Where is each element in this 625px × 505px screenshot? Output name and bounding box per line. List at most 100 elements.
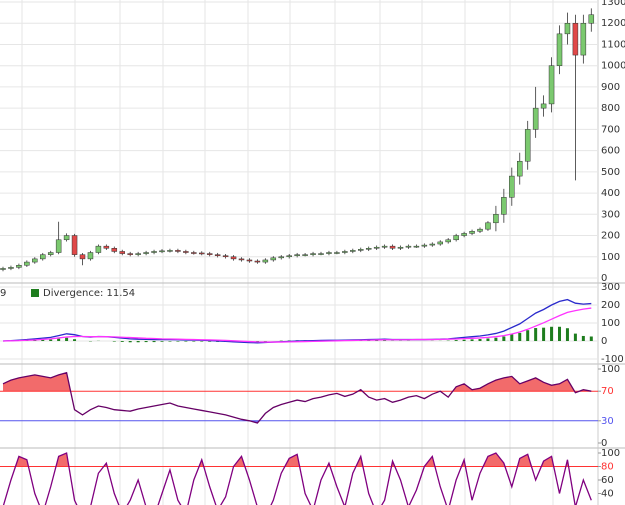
divergence-bar [375,340,379,341]
candle-body [246,259,253,262]
candle-body [588,14,595,24]
candle-body [477,228,483,232]
candle-body [95,245,102,253]
divergence-bar [57,338,61,341]
divergence-bar [152,341,156,343]
y-tick-label: 900 [601,82,620,93]
divergence-bar [558,326,561,341]
divergence-bar [526,330,530,341]
candle-body [485,222,491,230]
divergence-bar [120,341,124,342]
y-tick-label: 1000 [601,61,625,72]
divergence-bar [470,339,474,341]
candle-body [373,246,380,249]
candle-body [143,252,149,254]
candle-body [111,248,118,252]
candle-body [135,253,141,255]
divergence-bar [542,327,546,341]
y-tick-label: 200 [601,231,620,242]
candle-body [183,251,189,253]
divergence-bar [136,341,140,343]
divergence-bar [184,341,188,342]
indicator-line [2,371,592,424]
candle-body [469,231,475,234]
divergence-bar [589,336,593,341]
candle-body [238,258,245,261]
candle-body [421,244,428,247]
divergence-bar [208,341,212,342]
divergence-bar [168,341,172,342]
indicator-line [2,307,592,343]
candle-body [509,175,515,198]
candle-body [254,260,261,263]
candle-body [429,243,436,246]
candle-body [206,253,213,255]
divergence-bar [550,326,554,341]
candle-body [32,258,38,263]
divergence-bar [41,339,45,341]
candle-body [87,252,94,260]
y-tick-label: 500 [601,167,620,178]
candle-body [127,253,133,255]
divergence-bar [486,338,490,341]
legend-fragment: 9 [0,288,6,299]
y-tick-label: 70 [601,386,614,397]
y-tick-label: 300 [601,282,620,293]
divergence-bar [65,337,69,341]
divergence-bar [144,341,148,343]
candle-body [222,255,229,258]
candle-body [397,246,404,249]
candle-body [71,235,78,255]
candle-body [159,250,165,253]
candle-body [365,248,372,250]
candle-body [342,251,348,253]
divergence-bar [112,341,116,342]
candle-body [540,103,547,109]
y-tick-label: 1200 [601,18,625,29]
candle-body [532,107,539,130]
divergence-bar [73,339,77,341]
candle-body [167,250,173,252]
y-tick-label: 0 [601,438,607,449]
y-tick-label: 30 [601,416,614,427]
divergence-bar [494,337,498,341]
candle-body [334,252,340,254]
divergence-bar [502,336,506,341]
candle-body [270,257,277,261]
candle-body [8,267,14,269]
y-tick-label: 0 [601,336,607,347]
y-tick-label: 400 [601,188,620,199]
y-tick-label: 60 [601,475,614,486]
candle-body [405,245,412,248]
candle-body [103,245,110,249]
candle-body [501,197,507,215]
y-tick-label: 800 [601,103,620,114]
divergence-bar [200,341,204,342]
candle-body [214,254,221,256]
divergence-bar [510,334,514,341]
candle-body [24,261,30,266]
candle-body [350,250,356,252]
y-tick-label: 300 [601,209,620,220]
divergence-bar [478,339,482,341]
candle-body [16,265,22,268]
candle-body [381,245,388,248]
indicator-line [2,452,592,505]
legend-label: Divergence: 11.54 [43,288,135,299]
divergence-bar [518,332,522,341]
divergence-bar [192,341,196,342]
candle-body [556,33,563,66]
divergence-bar [462,339,466,341]
candle-body [286,255,292,258]
divergence-bar [454,340,458,341]
candle-body [524,129,531,162]
candle-body [445,239,451,243]
y-tick-label: 100 [601,318,620,329]
divergence-bar [160,341,164,342]
candle-body [580,22,587,56]
divergence-bar [534,328,538,341]
candle-body [199,252,205,255]
